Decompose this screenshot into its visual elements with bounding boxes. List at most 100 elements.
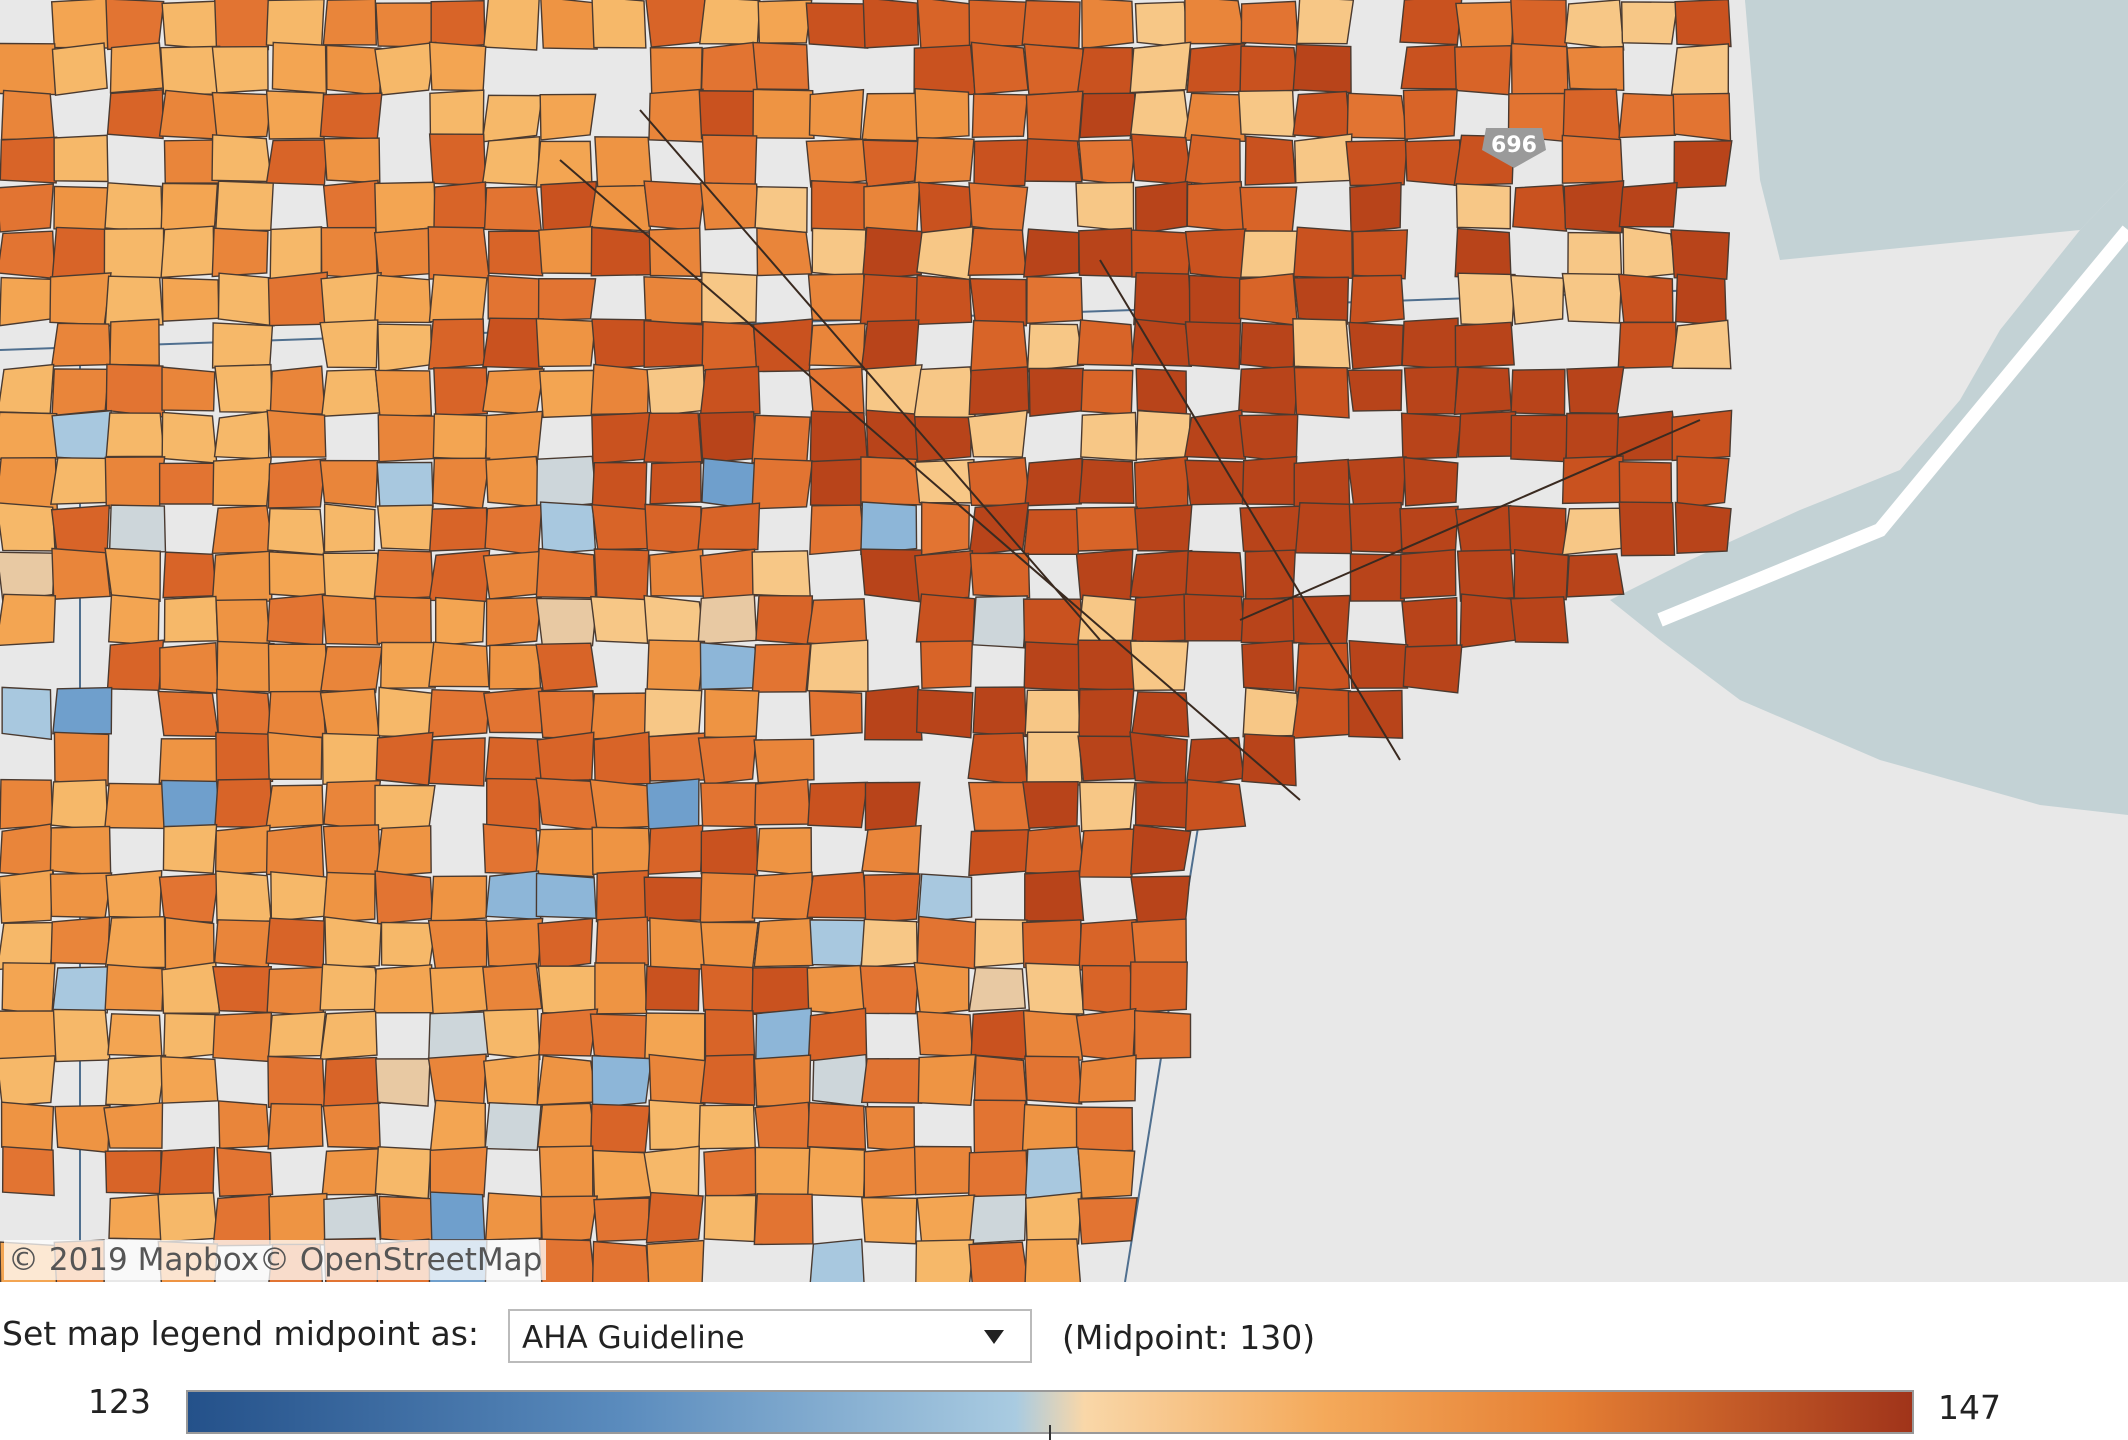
tract [1676, 455, 1730, 509]
tract [163, 1012, 220, 1061]
tract [645, 965, 700, 1012]
tract [1078, 828, 1136, 878]
tract [698, 411, 758, 464]
tract [1239, 505, 1301, 554]
tract [161, 411, 218, 464]
tract [1184, 321, 1242, 370]
tract [0, 551, 56, 602]
tract [488, 230, 544, 277]
tract [212, 1011, 273, 1063]
tract [377, 323, 433, 373]
tract [427, 919, 488, 970]
tract [1184, 778, 1247, 832]
tract [700, 921, 759, 970]
tract [481, 135, 541, 186]
tract [483, 687, 543, 734]
tract [1024, 825, 1085, 875]
tract [644, 503, 702, 555]
tract [649, 460, 702, 505]
tract [374, 181, 437, 234]
tract [970, 41, 1029, 96]
tract [1561, 272, 1623, 324]
tract [53, 134, 109, 183]
tract [104, 964, 165, 1012]
tract [268, 551, 329, 599]
tract [1023, 228, 1080, 278]
tract [322, 871, 376, 924]
tract [265, 139, 329, 186]
tract [1024, 689, 1081, 736]
tract [807, 781, 869, 829]
tract [920, 501, 970, 556]
tract [535, 828, 595, 878]
tract [863, 1145, 923, 1199]
tract [1131, 691, 1190, 738]
tract [591, 411, 653, 465]
tract [968, 1149, 1029, 1199]
tract [428, 549, 491, 603]
tract [1133, 455, 1189, 510]
tract [1400, 44, 1458, 90]
tract [106, 88, 164, 140]
tract [323, 779, 382, 832]
tract [967, 781, 1031, 832]
tract [1024, 1146, 1084, 1199]
tract [970, 319, 1029, 373]
tract [753, 1054, 812, 1107]
tract [484, 1192, 543, 1241]
tract [103, 227, 165, 279]
tract [865, 364, 923, 417]
tract [536, 1055, 598, 1106]
tract [320, 271, 382, 324]
tract [703, 1146, 760, 1199]
tract [1237, 365, 1300, 416]
tract [374, 870, 434, 925]
tract [50, 504, 110, 556]
tract [482, 550, 542, 600]
tract [1, 1145, 55, 1197]
midpoint-dropdown[interactable]: AHA Guideline [508, 1309, 1032, 1363]
tract [1292, 318, 1351, 369]
road-shield: 696 [1482, 128, 1546, 168]
map[interactable]: 696 [0, 0, 2128, 1282]
tract [322, 1056, 381, 1108]
tract [1024, 137, 1083, 183]
tract [591, 1054, 653, 1109]
tract [973, 139, 1030, 187]
tract [973, 1099, 1027, 1155]
tract [751, 966, 815, 1015]
tract [1404, 139, 1462, 187]
tract [380, 921, 437, 968]
tract [319, 963, 383, 1011]
tract [0, 593, 57, 646]
tract [860, 1057, 923, 1104]
tract [1244, 549, 1297, 602]
tract [428, 133, 487, 187]
tract [214, 363, 273, 414]
tract [50, 779, 109, 832]
tract [1134, 504, 1193, 552]
tract [1293, 366, 1350, 419]
tract [432, 413, 489, 461]
tract [54, 1104, 111, 1154]
tract [375, 731, 434, 786]
tract [50, 322, 112, 367]
tract [1237, 89, 1296, 138]
tract [319, 92, 383, 140]
tract [1075, 506, 1139, 552]
tract [1293, 276, 1350, 325]
tract [643, 876, 705, 922]
tract [643, 319, 707, 369]
tract [1130, 824, 1192, 875]
tract [753, 738, 815, 784]
tract [1561, 507, 1624, 556]
tract [215, 688, 273, 740]
tract [537, 690, 596, 740]
tract [1292, 43, 1352, 94]
tract [699, 1053, 756, 1106]
tract [861, 824, 922, 875]
tract [1293, 133, 1353, 184]
tract [483, 186, 543, 232]
tract [648, 548, 705, 597]
tract [1239, 321, 1297, 371]
